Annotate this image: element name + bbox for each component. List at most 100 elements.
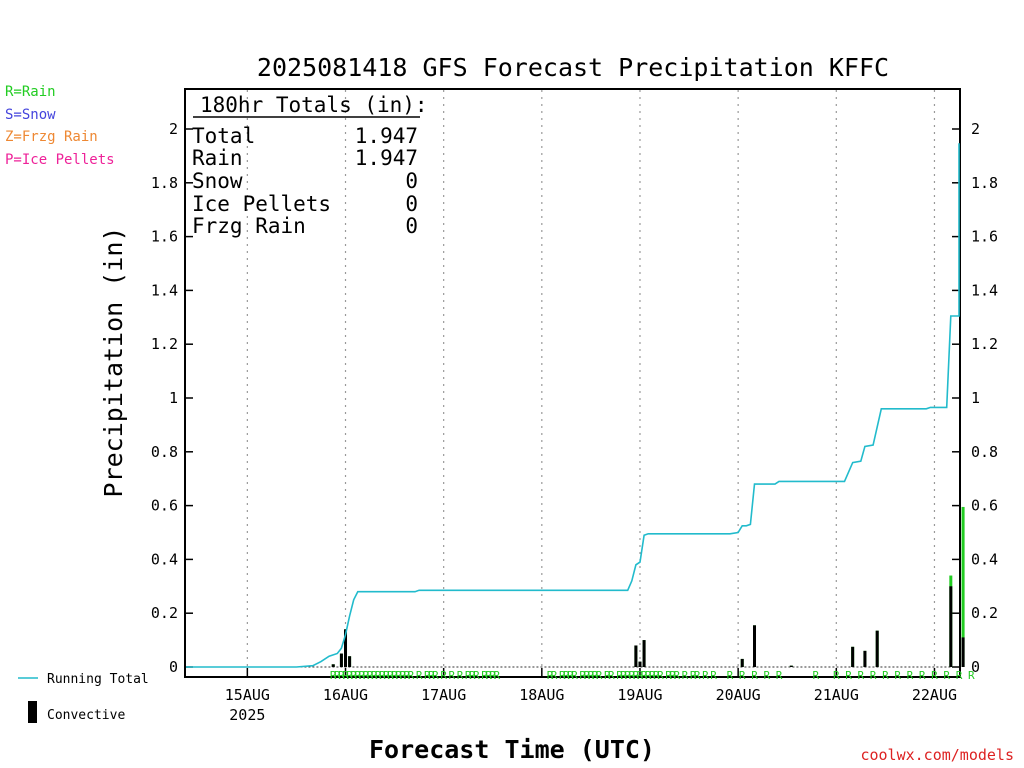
precip-type-marker: R — [608, 669, 615, 682]
y-tick-label-left: 0.2 — [151, 604, 178, 622]
precip-type-marker: R — [628, 669, 635, 682]
y-tick-label-right: 1.4 — [971, 281, 998, 299]
running-total-layer — [186, 143, 960, 668]
precip-type-marker: R — [579, 669, 586, 682]
y-tick-label-right: 0.2 — [971, 604, 998, 622]
precip-type-marker: R — [673, 669, 680, 682]
grid-layer — [246, 90, 959, 676]
totals-box: 180hr Totals (in): Total 1.947 Rain 1.94… — [192, 93, 428, 238]
precip-type-marker: R — [710, 669, 717, 682]
precip-type-marker: R — [485, 669, 492, 682]
precip-type-marker: R — [387, 669, 394, 682]
legend-frzg-rain: Z=Frzg Rain — [5, 129, 98, 145]
totals-ice-label: Ice Pellets — [192, 192, 331, 216]
y-tick-label-left: 1.6 — [151, 228, 178, 246]
convective-bar — [642, 640, 646, 667]
precip-type-marker: R — [330, 669, 337, 682]
totals-ice-value: 0 — [405, 192, 418, 216]
precip-type-marker: R — [494, 669, 501, 682]
x-tick-label: 22AUG — [912, 686, 957, 704]
precip-type-marker: R — [342, 669, 349, 682]
precip-type-marker: R — [346, 669, 353, 682]
precip-type-marker: R — [956, 669, 963, 682]
convective-bar — [331, 664, 335, 667]
precip-type-marker: R — [870, 669, 877, 682]
precip-type-marker: R — [727, 669, 734, 682]
precip-type-marker: R — [440, 669, 447, 682]
precip-type-marker: R — [469, 669, 476, 682]
x-tick-label: 18AUG — [519, 686, 564, 704]
convective-bar — [348, 656, 352, 667]
precip-type-marker: R — [563, 669, 570, 682]
totals-total-label: Total — [192, 124, 255, 148]
precip-type-marker: R — [776, 669, 783, 682]
chart-title: 2025081418 GFS Forecast Precipitation KF… — [257, 53, 889, 82]
precip-type-marker: R — [669, 669, 676, 682]
totals-frzg-value: 0 — [405, 214, 418, 238]
precip-bars — [331, 506, 965, 667]
precip-type-marker: R — [907, 669, 914, 682]
precip-type-marker: R — [404, 669, 411, 682]
totals-rain-value: 1.947 — [355, 146, 418, 170]
convective-bar — [863, 650, 867, 667]
y-tick-label-left: 1.4 — [151, 281, 178, 299]
y-tick-label-left: 1.2 — [151, 335, 178, 353]
precip-type-marker: R — [620, 669, 627, 682]
credit-text: coolwx.com/models — [860, 746, 1014, 764]
y-tick-label-right: 0.4 — [971, 550, 998, 568]
legend-convective-label: Convective — [47, 708, 125, 723]
precip-type-marker: R — [408, 669, 415, 682]
precip-type-marker: R — [616, 669, 623, 682]
precip-type-marker: R — [338, 669, 345, 682]
precip-type-marker: R — [665, 669, 672, 682]
precip-type-marker: R — [919, 669, 926, 682]
y-tick-label-left: 0 — [169, 658, 178, 676]
precip-type-marker: R — [465, 669, 472, 682]
precip-type-marker: R — [379, 669, 386, 682]
legend-ice-pellets: P=Ice Pellets — [5, 152, 115, 168]
precip-type-marker: R — [641, 669, 648, 682]
precip-type-marker: R — [858, 669, 865, 682]
precip-type-marker: R — [473, 669, 480, 682]
totals-header: 180hr Totals (in): — [200, 93, 428, 117]
precip-type-marker: R — [649, 669, 656, 682]
precip-type-marker: R — [399, 669, 406, 682]
x-tick-sublabel: 2025 — [229, 706, 265, 724]
y-tick-label-right: 1.6 — [971, 228, 998, 246]
x-tick-label: 21AUG — [814, 686, 859, 704]
y-tick-label-left: 1 — [169, 389, 178, 407]
precip-type-marker: R — [604, 669, 611, 682]
precip-type-marker: R — [943, 669, 950, 682]
precip-type-marker: R — [739, 669, 746, 682]
precip-type-marker: R — [657, 669, 664, 682]
convective-bar — [339, 653, 343, 667]
convective-bar — [851, 646, 855, 667]
precip-type-marker: R — [334, 669, 341, 682]
precip-type-marker: R — [763, 669, 770, 682]
precip-type-marker: R — [682, 669, 689, 682]
y-axis: 0 00.2 0.20.4 0.40.6 0.60.8 0.81 11.2 1.21.4 1.4… — [151, 120, 998, 676]
precip-type-marker: R — [653, 669, 660, 682]
precip-type-marker: R — [489, 669, 496, 682]
x-tick-label: 17AUG — [421, 686, 466, 704]
y-tick-label-left: 1.8 — [151, 174, 178, 192]
precip-type-marker: R — [567, 669, 574, 682]
y-tick-label-right: 1.2 — [971, 335, 998, 353]
precip-type-marker: R — [833, 669, 840, 682]
precip-type-marker: R — [645, 669, 652, 682]
precip-type-marker: R — [571, 669, 578, 682]
legend-rain: R=Rain — [5, 84, 56, 100]
y-tick-label-right: 1 — [971, 389, 980, 407]
y-tick-label-right: 0.8 — [971, 443, 998, 461]
y-tick-label-right: 2 — [971, 120, 980, 138]
precip-type-marker: R — [395, 669, 402, 682]
y-tick-label-left: 0.6 — [151, 497, 178, 515]
precip-type-marker: R — [481, 669, 488, 682]
plot-frame — [184, 88, 961, 678]
convective-bar — [344, 629, 348, 667]
x-axis-label: Forecast Time (UTC) — [369, 735, 655, 764]
legend-running-total-label: Running Total — [47, 672, 149, 687]
y-tick-label-left: 0.4 — [151, 550, 178, 568]
